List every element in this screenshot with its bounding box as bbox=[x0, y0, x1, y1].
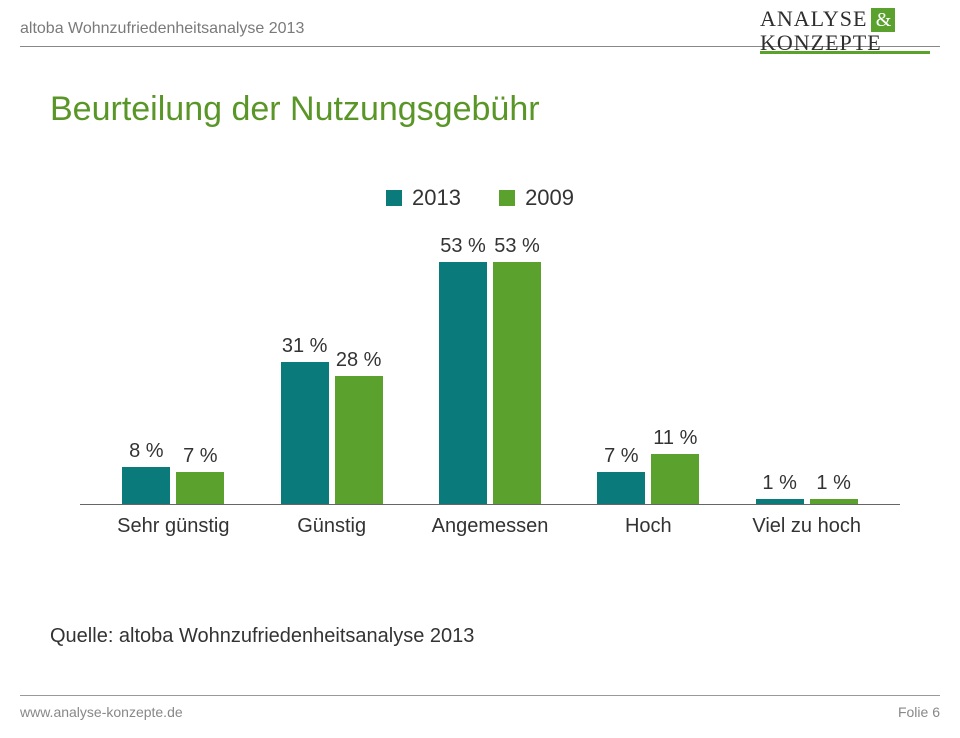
chart-legend: 2013 2009 bbox=[0, 185, 960, 212]
logo-underline bbox=[760, 51, 930, 54]
bar-value-label: 31 % bbox=[275, 335, 335, 358]
legend-label-2009: 2009 bbox=[525, 185, 574, 211]
bar-value-label: 28 % bbox=[329, 349, 389, 372]
source-note: Quelle: altoba Wohnzufriedenheitsanalyse… bbox=[50, 625, 474, 648]
bar-value-label: 53 % bbox=[433, 235, 493, 258]
bar-2009 bbox=[651, 454, 699, 504]
chart-category-labels: Sehr günstigGünstigAngemessenHochViel zu… bbox=[80, 515, 900, 555]
bar-value-label: 1 % bbox=[750, 472, 810, 495]
bar-chart: 8 %7 %31 %28 %53 %53 %7 %11 %1 %1 % Sehr… bbox=[80, 240, 900, 560]
logo-analyse-konzepte: ANALYSE & KONZEPTE bbox=[760, 8, 940, 54]
bar-value-label: 53 % bbox=[487, 235, 547, 258]
category-label: Angemessen bbox=[405, 515, 575, 538]
bar-2009 bbox=[810, 499, 858, 504]
category-label: Viel zu hoch bbox=[722, 515, 892, 538]
bar-2009 bbox=[493, 262, 541, 504]
logo-ampersand: & bbox=[871, 8, 895, 32]
bar-value-label: 11 % bbox=[645, 427, 705, 450]
category-label: Hoch bbox=[563, 515, 733, 538]
bar-2013 bbox=[122, 467, 170, 504]
footer-slide-number: Folie 6 bbox=[898, 704, 940, 720]
bar-value-label: 1 % bbox=[804, 472, 864, 495]
slide: altoba Wohnzufriedenheitsanalyse 2013 AN… bbox=[0, 0, 960, 738]
footer-url: www.analyse-konzepte.de bbox=[20, 704, 183, 720]
header-subtitle: altoba Wohnzufriedenheitsanalyse 2013 bbox=[20, 20, 304, 38]
legend-label-2013: 2013 bbox=[412, 185, 461, 211]
bar-value-label: 8 % bbox=[116, 440, 176, 463]
category-label: Sehr günstig bbox=[88, 515, 258, 538]
bar-2013 bbox=[597, 472, 645, 504]
slide-title: Beurteilung der Nutzungsgebühr bbox=[50, 90, 540, 129]
bar-value-label: 7 % bbox=[591, 445, 651, 468]
legend-swatch-2009 bbox=[499, 190, 515, 206]
footer-divider bbox=[20, 695, 940, 696]
category-label: Günstig bbox=[247, 515, 417, 538]
bar-2013 bbox=[439, 262, 487, 504]
bar-2009 bbox=[176, 472, 224, 504]
logo-line1: ANALYSE bbox=[760, 8, 867, 30]
legend-item-2013: 2013 bbox=[386, 185, 461, 211]
bar-2013 bbox=[281, 362, 329, 504]
bar-2013 bbox=[756, 499, 804, 504]
bar-2009 bbox=[335, 376, 383, 504]
chart-plot-area: 8 %7 %31 %28 %53 %53 %7 %11 %1 %1 % bbox=[80, 240, 900, 505]
legend-item-2009: 2009 bbox=[499, 185, 574, 211]
bar-value-label: 7 % bbox=[170, 445, 230, 468]
legend-swatch-2013 bbox=[386, 190, 402, 206]
